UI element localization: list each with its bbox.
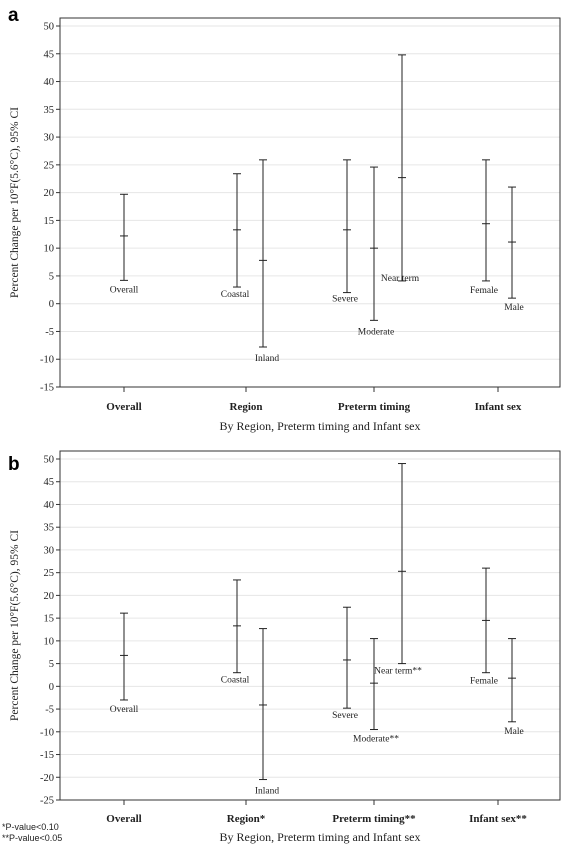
x-axis-title: By Region, Preterm timing and Infant sex	[220, 830, 421, 844]
ci-label: Near term**	[374, 667, 422, 677]
y-tick-label: 10	[44, 636, 55, 647]
y-tick-label: -15	[40, 383, 54, 394]
x-group-label: Preterm timing	[338, 401, 411, 413]
y-tick-label: 15	[44, 614, 55, 625]
ci-label: Male	[504, 727, 524, 737]
y-tick-label: -5	[45, 705, 54, 716]
x-group-label: Overall	[106, 813, 141, 825]
y-tick-label: -5	[45, 327, 54, 338]
ci-label: Inland	[255, 787, 280, 797]
x-axis-title: By Region, Preterm timing and Infant sex	[220, 419, 421, 433]
y-tick-label: 10	[44, 244, 55, 255]
x-group-label: Infant sex	[475, 401, 522, 413]
y-tick-label: 45	[44, 477, 55, 488]
y-tick-label: 45	[44, 49, 55, 60]
y-tick-label: -25	[40, 796, 54, 807]
x-group-label: Overall	[106, 401, 141, 413]
footnote: **P-value<0.05	[2, 833, 62, 843]
ci-label: Severe	[332, 711, 358, 721]
y-tick-label: 5	[49, 659, 54, 670]
x-group-label: Region*	[227, 813, 266, 825]
x-group-label: Region	[230, 401, 263, 413]
y-tick-label: -20	[40, 773, 54, 784]
y-tick-label: 25	[44, 568, 55, 579]
panel-letter-b: b	[8, 454, 20, 475]
y-tick-label: 15	[44, 216, 55, 227]
y-tick-label: 0	[49, 682, 54, 693]
y-tick-label: 5	[49, 271, 54, 282]
ci-label: Coastal	[221, 290, 250, 300]
ci-label: Female	[470, 286, 498, 296]
y-tick-label: 0	[49, 299, 54, 310]
y-tick-label: 30	[44, 545, 55, 556]
y-tick-label: 50	[44, 22, 55, 33]
ci-label: Inland	[255, 354, 280, 364]
y-tick-label: 35	[44, 523, 55, 534]
ci-label: Moderate**	[353, 735, 399, 745]
plot-frame	[59, 17, 561, 388]
ci-label: Overall	[110, 705, 139, 715]
ci-label: Near term	[381, 274, 420, 284]
y-tick-label: -15	[40, 750, 54, 761]
y-tick-label: 20	[44, 188, 55, 199]
y-tick-label: -10	[40, 727, 54, 738]
y-tick-label: 40	[44, 500, 55, 511]
y-tick-label: -10	[40, 355, 54, 366]
ci-label: Severe	[332, 295, 358, 305]
plot-frame	[59, 450, 561, 801]
y-tick-label: 25	[44, 160, 55, 171]
x-group-label: Infant sex**	[469, 813, 527, 825]
y-tick-label: 40	[44, 77, 55, 88]
ci-label: Female	[470, 677, 498, 687]
footnote: *P-value<0.10	[2, 822, 59, 832]
y-tick-label: 35	[44, 105, 55, 116]
y-tick-label: 20	[44, 591, 55, 602]
y-tick-label: 30	[44, 133, 55, 144]
ci-label: Moderate	[358, 327, 394, 337]
y-axis-title: Percent Change per 10°F(5.6°C), 95% CI	[9, 107, 21, 298]
y-tick-label: 50	[44, 455, 55, 466]
ci-label: Overall	[110, 285, 139, 295]
panel-letter-a: a	[8, 5, 19, 26]
y-axis-title: Percent Change per 10°F(5.6°C), 95% CI	[9, 530, 21, 721]
ci-label: Coastal	[221, 676, 250, 686]
ci-label: Male	[504, 303, 524, 313]
x-group-label: Preterm timing**	[332, 813, 416, 825]
